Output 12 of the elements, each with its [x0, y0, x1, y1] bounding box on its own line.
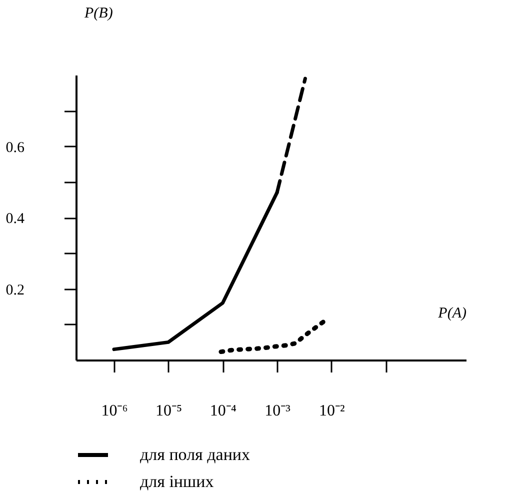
x-tick-label: 10⁻³	[264, 402, 291, 420]
legend-label: для інших	[140, 472, 214, 491]
x-tick-label: 10⁻²	[318, 402, 345, 420]
y-tick-label: 0.4	[6, 211, 25, 227]
x-tick-label: 10⁻⁴	[210, 402, 237, 420]
x-tick-label: 10⁻⁶	[101, 402, 128, 420]
y-axis-title: P(B)	[84, 6, 113, 22]
x-tick-label: 10⁻⁵	[156, 402, 182, 420]
y-tick-label: 0.2	[6, 282, 24, 298]
x-axis-title: P(A)	[437, 306, 466, 322]
y-tick-label: 0.6	[6, 140, 25, 156]
legend-label: для поля даних	[140, 445, 251, 464]
